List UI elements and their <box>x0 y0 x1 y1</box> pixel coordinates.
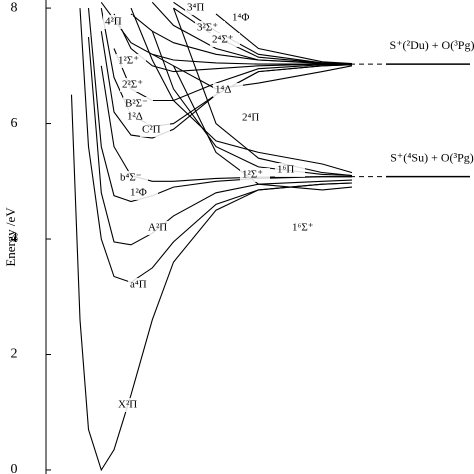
curve-label: 2²Σ⁺ <box>122 79 143 91</box>
label-bg <box>213 83 243 97</box>
curve-label: X²Π <box>118 399 137 411</box>
label-bg <box>290 221 320 235</box>
curve-label: 1²Σ⁺ <box>118 55 139 67</box>
asymptote-label: S⁺(⁴Su) + O(³Pg) <box>390 150 474 164</box>
label-bg <box>125 110 155 124</box>
curve-label: C²Π <box>142 124 161 136</box>
label-bg <box>185 1 215 15</box>
curve-label: 2⁴Σ⁺ <box>212 34 234 46</box>
y-tick-label: 0 <box>11 462 18 474</box>
curve <box>215 13 353 65</box>
label-bg <box>116 398 146 412</box>
label-bg <box>195 21 225 35</box>
curve-label: 1²Σ⁺ <box>242 169 263 181</box>
label-bg <box>275 163 305 177</box>
y-axis-label: Energy /eV <box>3 207 18 267</box>
curve <box>79 8 353 283</box>
curve-label: 1⁶Σ⁺ <box>292 222 314 234</box>
label-bg <box>240 168 270 182</box>
label-bg <box>128 278 158 292</box>
curve <box>151 31 353 177</box>
label-bg <box>128 186 158 200</box>
curve <box>100 8 353 127</box>
label-bg <box>123 97 153 111</box>
y-tick-label: 2 <box>11 347 18 362</box>
curve <box>70 94 353 472</box>
curve-label: 3²Σ⁺ <box>197 22 218 34</box>
curve-label: 1²Δ <box>127 111 143 123</box>
curve <box>87 8 352 203</box>
label-bg <box>240 111 270 125</box>
label-bg <box>120 78 150 92</box>
curve <box>173 65 353 191</box>
curve <box>130 7 353 174</box>
curve-label: b⁴Σ⁻ <box>120 172 142 184</box>
curve-label: 2⁴Π <box>242 112 259 124</box>
curve-label: 1²Φ <box>130 187 147 199</box>
curve-label: a⁴Π <box>130 279 147 291</box>
label-bg <box>210 33 240 47</box>
curve-label: 1⁴Φ <box>232 12 249 24</box>
curve-label: B²Σ⁻ <box>125 98 148 110</box>
label-bg <box>140 123 170 137</box>
curve-label: 1⁶Π <box>277 164 294 176</box>
label-bg <box>118 171 148 185</box>
label-bg <box>146 221 176 235</box>
curve-label: A²Π <box>148 222 167 234</box>
curve-label: 1⁴Δ <box>215 84 231 96</box>
curve-label: 4²Π <box>105 16 122 28</box>
y-tick-label: 8 <box>11 0 18 15</box>
curves <box>70 1 353 472</box>
y-tick-label: 6 <box>11 116 18 131</box>
label-bg <box>103 15 133 29</box>
label-bg <box>230 11 260 25</box>
y-tick-label: 4 <box>11 231 18 246</box>
asymptote-label: S⁺(²Du) + O(³Pg) <box>390 38 474 52</box>
curve <box>173 7 353 65</box>
label-bg <box>116 54 146 68</box>
curve <box>172 7 353 177</box>
curve-label: 3⁴Π <box>187 2 204 14</box>
